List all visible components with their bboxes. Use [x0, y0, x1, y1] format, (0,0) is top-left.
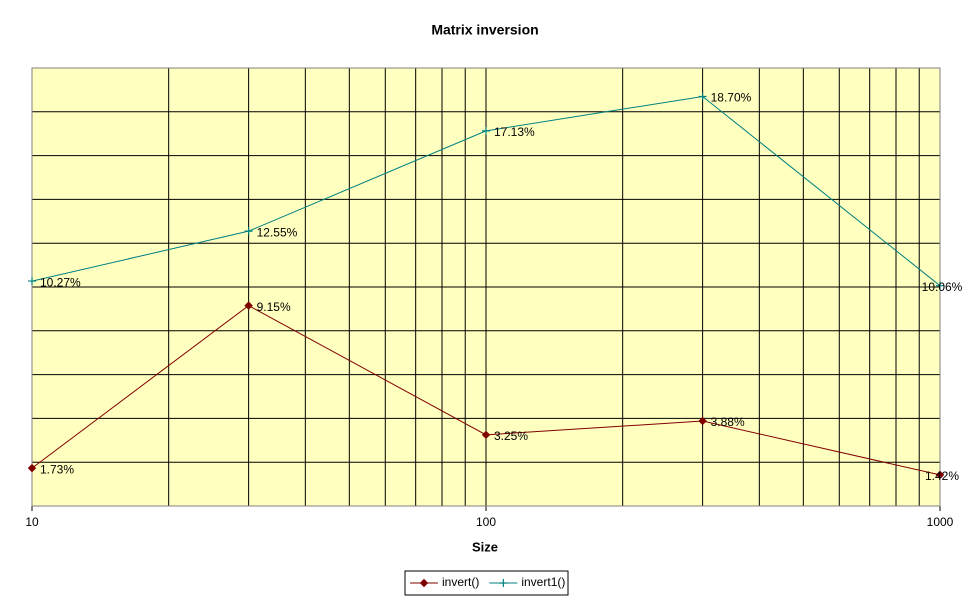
- legend-label: invert(): [442, 575, 479, 589]
- data-label: 3.25%: [494, 429, 528, 443]
- data-label: 10.06%: [922, 280, 963, 294]
- data-label: 9.15%: [257, 300, 291, 314]
- chart-title: Matrix inversion: [431, 22, 538, 38]
- marker: [482, 126, 490, 135]
- marker: [244, 227, 253, 236]
- marker: [481, 430, 491, 440]
- data-label: 17.13%: [494, 125, 535, 139]
- marker: [935, 470, 945, 480]
- data-label: 1.42%: [925, 469, 959, 483]
- legend-label: invert1(): [521, 575, 565, 589]
- x-tick-label: 100: [476, 515, 496, 529]
- x-axis-label: Size: [472, 539, 498, 554]
- data-label: 18.70%: [711, 91, 752, 105]
- marker: [28, 277, 36, 286]
- marker: [936, 281, 944, 290]
- x-tick-label: 10: [25, 515, 39, 529]
- data-label: 12.55%: [257, 225, 298, 239]
- marker: [244, 301, 253, 310]
- marker: [27, 463, 37, 473]
- data-label: 1.73%: [40, 462, 74, 476]
- legend-marker: [419, 578, 429, 588]
- marker: [698, 92, 707, 101]
- data-label: 3.88%: [711, 415, 745, 429]
- legend-marker: [499, 579, 508, 587]
- data-label: 10.27%: [40, 275, 81, 289]
- marker: [698, 416, 707, 426]
- x-tick-label: 1000: [927, 515, 954, 529]
